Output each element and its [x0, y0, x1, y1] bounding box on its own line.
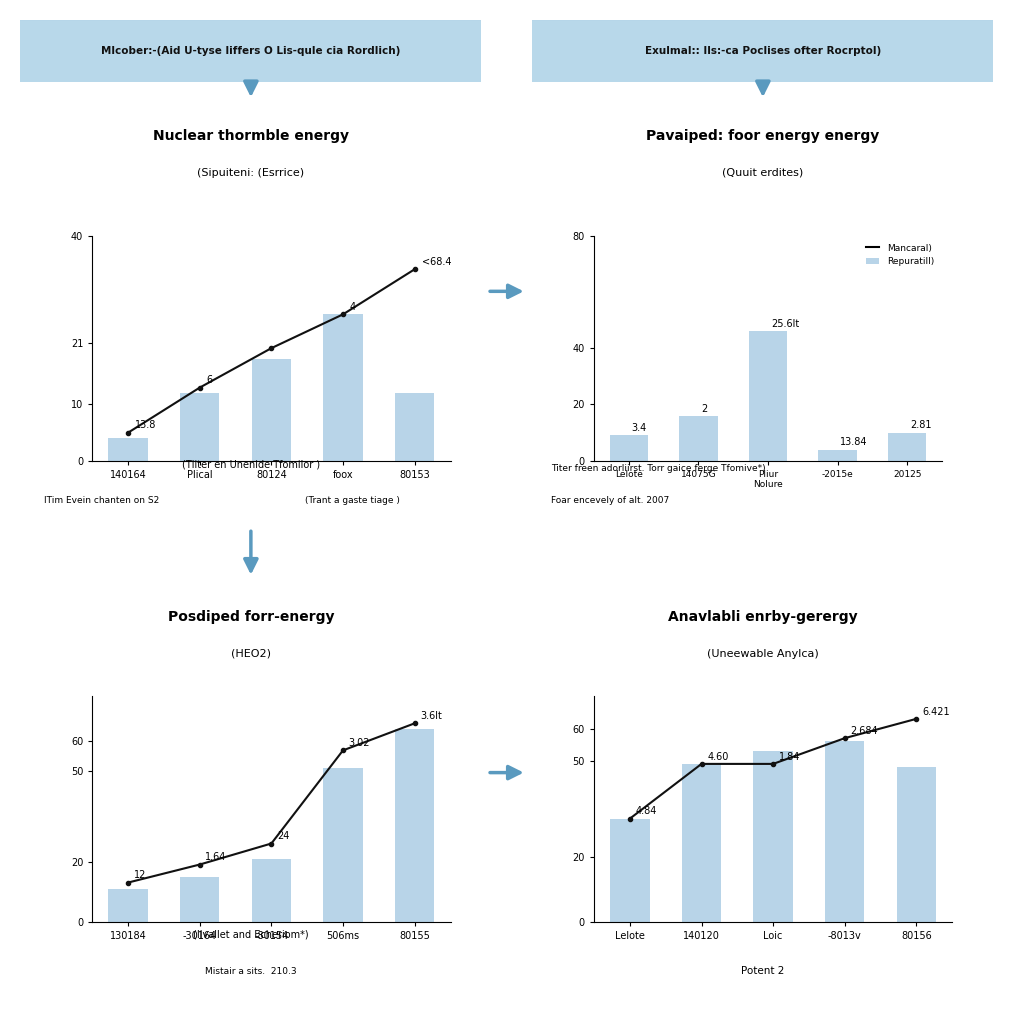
FancyBboxPatch shape	[523, 575, 1002, 1012]
Bar	[888, 432, 927, 461]
Text: 1.84: 1.84	[778, 752, 800, 762]
Bar	[324, 314, 362, 461]
Text: (Quuit erdites): (Quuit erdites)	[722, 168, 804, 177]
Text: 2.684: 2.684	[850, 726, 878, 736]
FancyBboxPatch shape	[11, 575, 490, 1012]
Text: 2: 2	[701, 403, 708, 414]
Bar	[609, 435, 648, 461]
Text: Pavaiped: foor energy energy: Pavaiped: foor energy energy	[646, 129, 880, 142]
Bar	[749, 331, 787, 461]
Text: Posdiped forr-energy: Posdiped forr-energy	[168, 610, 334, 624]
Bar	[252, 359, 291, 461]
Text: 12: 12	[134, 870, 146, 881]
Bar	[324, 768, 362, 922]
Bar	[395, 729, 434, 922]
Text: 1.64: 1.64	[205, 852, 226, 862]
FancyBboxPatch shape	[11, 19, 490, 83]
Text: Foar encevely of alt. 2007: Foar encevely of alt. 2007	[551, 497, 669, 505]
Text: Anavlabli enrby-gerergy: Anavlabli enrby-gerergy	[668, 610, 858, 624]
Text: (Uneewable Anylca): (Uneewable Anylca)	[707, 649, 819, 658]
Text: (Ilvallet and Echeriom*): (Ilvallet and Echeriom*)	[194, 930, 308, 939]
Text: (Tliter en Unenide Tfomilor ): (Tliter en Unenide Tfomilor )	[182, 460, 319, 470]
Text: Potent 2: Potent 2	[741, 967, 784, 976]
Text: 13.84: 13.84	[841, 437, 868, 447]
Text: Mlcober:-(Aid U-tyse liffers O Lis-qule cia Rordlich): Mlcober:-(Aid U-tyse liffers O Lis-qule …	[101, 46, 400, 56]
Bar	[818, 450, 857, 461]
Text: (HEO2): (HEO2)	[230, 649, 271, 658]
Text: 24: 24	[276, 831, 290, 842]
FancyBboxPatch shape	[523, 19, 1002, 83]
Text: (Trant a gaste tiage ): (Trant a gaste tiage )	[305, 497, 399, 505]
Bar	[252, 858, 291, 922]
Text: 3.4: 3.4	[632, 423, 647, 433]
Text: Mistair a sits.  210.3: Mistair a sits. 210.3	[205, 967, 297, 976]
Text: <68.4: <68.4	[422, 257, 451, 267]
Bar	[682, 764, 721, 922]
Bar	[754, 751, 793, 922]
Bar	[825, 741, 864, 922]
Bar	[109, 438, 147, 461]
Text: Titer freen adorliirst. Torr gaice ferge Tfomive*): Titer freen adorliirst. Torr gaice ferge…	[551, 464, 766, 473]
Text: (Sipuiteni: (Esrrice): (Sipuiteni: (Esrrice)	[198, 168, 304, 177]
Text: 4: 4	[350, 302, 356, 312]
Bar	[897, 767, 936, 922]
FancyBboxPatch shape	[11, 94, 490, 530]
Bar	[180, 393, 219, 461]
Text: 25.6lt: 25.6lt	[771, 319, 799, 329]
Text: 6: 6	[207, 376, 213, 385]
Text: Nuclear thormble energy: Nuclear thormble energy	[153, 129, 349, 142]
Text: ITim Evein chanten on S2: ITim Evein chanten on S2	[43, 497, 159, 505]
Bar	[180, 877, 219, 922]
Bar	[109, 889, 147, 922]
Text: 2.81: 2.81	[910, 421, 932, 430]
Text: 3.02: 3.02	[348, 738, 370, 749]
FancyBboxPatch shape	[523, 94, 1002, 530]
Bar	[679, 416, 718, 461]
Text: 13.8: 13.8	[135, 421, 157, 430]
Text: 4.60: 4.60	[707, 752, 728, 762]
Bar	[610, 818, 649, 922]
Bar	[395, 393, 434, 461]
Text: 6.421: 6.421	[922, 707, 949, 717]
Text: 4.84: 4.84	[636, 807, 656, 816]
Text: Exulmal:: Ils:-ca Poclises ofter Rocrptol): Exulmal:: Ils:-ca Poclises ofter Rocrpto…	[645, 46, 881, 56]
Legend: Mancaral), Repuratill): Mancaral), Repuratill)	[862, 240, 938, 269]
Text: 3.6lt: 3.6lt	[420, 712, 442, 721]
